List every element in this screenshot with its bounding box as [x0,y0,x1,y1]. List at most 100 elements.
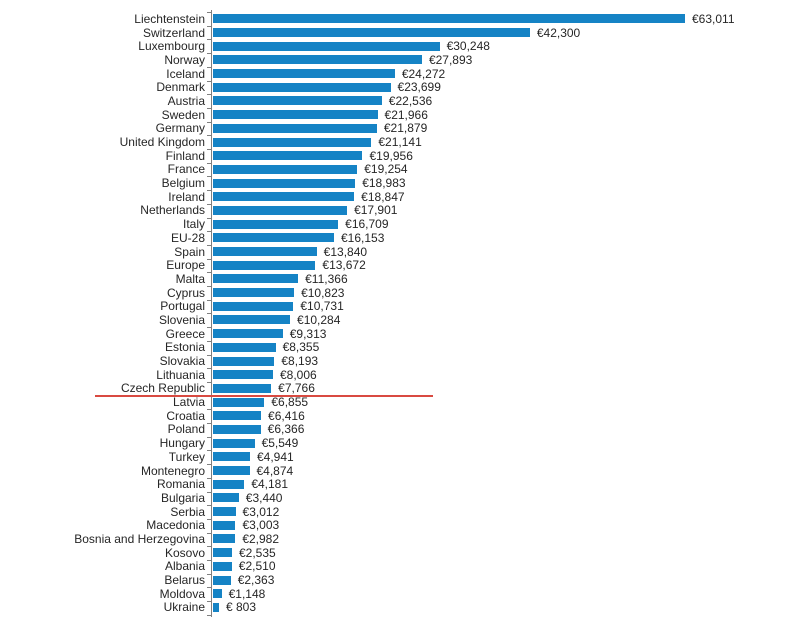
category-label: Cyprus [166,285,205,300]
bar [213,602,219,612]
chart-row: Norway €27,893 [0,53,799,67]
chart-row: Luxembourg €30,248 [0,39,799,53]
category-label: Latvia [172,395,205,410]
bar-area: €8,355 [205,341,799,355]
category-label: Liechtenstein [134,11,205,26]
bar [213,260,316,270]
category-label: Hungary [159,436,205,451]
bar-area: €27,893 [205,53,799,67]
category-label: Croatia [166,408,205,423]
threshold-line [95,394,433,397]
value-label: €8,355 [282,340,320,355]
category-label: Serbia [170,504,205,519]
bar-area: €17,901 [205,204,799,218]
bar [213,438,255,448]
axis-tick [207,53,211,55]
chart-row: Germany €21,879 [0,122,799,136]
chart-rows: Liechtenstein €63,011 Switzerland €42,300 Lu… [0,12,799,614]
axis-tick [207,409,211,411]
axis-tick [207,313,211,315]
chart-row: Czech Republic €7,766 [0,382,799,396]
axis-tick [207,546,211,548]
value-label: €18,847 [361,189,405,204]
bar [213,329,283,339]
chart-row: Belarus €2,363 [0,573,799,587]
chart-row: Bulgaria €3,440 [0,491,799,505]
bar-area: €63,011 [205,12,799,26]
bar-area: €2,363 [205,573,799,587]
axis-tick [207,190,211,192]
bar-area: €6,366 [205,423,799,437]
bar-area: €19,956 [205,149,799,163]
category-label: Romania [156,477,205,492]
category-label: Switzerland [142,25,205,40]
category-label: Denmark [156,80,205,95]
axis-tick [207,340,211,342]
chart-row: Netherlands €17,901 [0,204,799,218]
bar-area: €2,535 [205,546,799,560]
bar [213,28,530,38]
axis-tick [207,423,211,424]
chart-row: Hungary €5,549 [0,436,799,450]
bar [213,356,275,366]
axis-tick [207,614,211,616]
bar-area: €21,879 [205,122,799,136]
chart-row: Austria €22,536 [0,94,799,108]
axis-tick [207,491,211,493]
bar [213,534,236,544]
bar-area: €21,966 [205,108,799,122]
bar [213,219,339,229]
chart-row: Lithuania €8,006 [0,368,799,382]
bar-area: €13,840 [205,245,799,259]
bar [213,397,265,407]
chart-row: Ukraine € 803 [0,601,799,615]
value-label: €1,148 [228,586,266,601]
value-label: €18,983 [362,176,406,191]
value-label: €19,254 [364,162,408,177]
bar [213,123,377,133]
value-label: €4,874 [256,463,294,478]
bar-area: €19,254 [205,163,799,177]
bar [213,247,317,257]
value-label: €6,416 [268,408,305,423]
axis-tick [207,162,211,164]
bar-area: €10,823 [205,286,799,300]
value-label: €30,248 [446,39,490,54]
category-label: United Kingdom [119,135,205,150]
bar-area: €8,006 [205,368,799,382]
value-label: €2,510 [238,559,276,574]
bar [213,520,236,530]
chart-row: Estonia €8,355 [0,341,799,355]
chart-row: Latvia €6,855 [0,395,799,409]
value-label: € 803 [226,600,257,615]
chart-row: Italy €16,709 [0,217,799,231]
bar-area: €7,766 [205,382,799,396]
value-label: €7,766 [278,381,315,396]
bar [213,383,272,393]
bar [213,82,391,92]
bar [213,466,250,476]
chart-row: Serbia €3,012 [0,505,799,519]
category-label: Estonia [164,340,205,355]
bar [213,137,372,147]
value-label: €8,193 [281,354,319,369]
axis-tick [207,573,211,575]
chart-row: Bosnia and Herzegovina €2,982 [0,532,799,546]
y-axis-line [211,10,212,617]
axis-tick [207,66,211,68]
category-label: Norway [164,52,205,67]
value-label: €4,181 [251,477,289,492]
chart-row: Denmark €23,699 [0,80,799,94]
category-label: Montenegro [140,463,205,478]
category-label: Bosnia and Herzegovina [74,531,205,546]
axis-tick [207,231,211,233]
chart-row: EU-28 €16,153 [0,231,799,245]
bar [213,411,262,421]
value-label: €63,011 [692,11,735,26]
value-label: €3,012 [242,504,280,519]
category-label: Macedonia [146,518,205,533]
bar-area: €5,549 [205,436,799,450]
bar-area: €2,510 [205,560,799,574]
chart-row: Albania €2,510 [0,560,799,574]
bar-area: €3,003 [205,518,799,532]
